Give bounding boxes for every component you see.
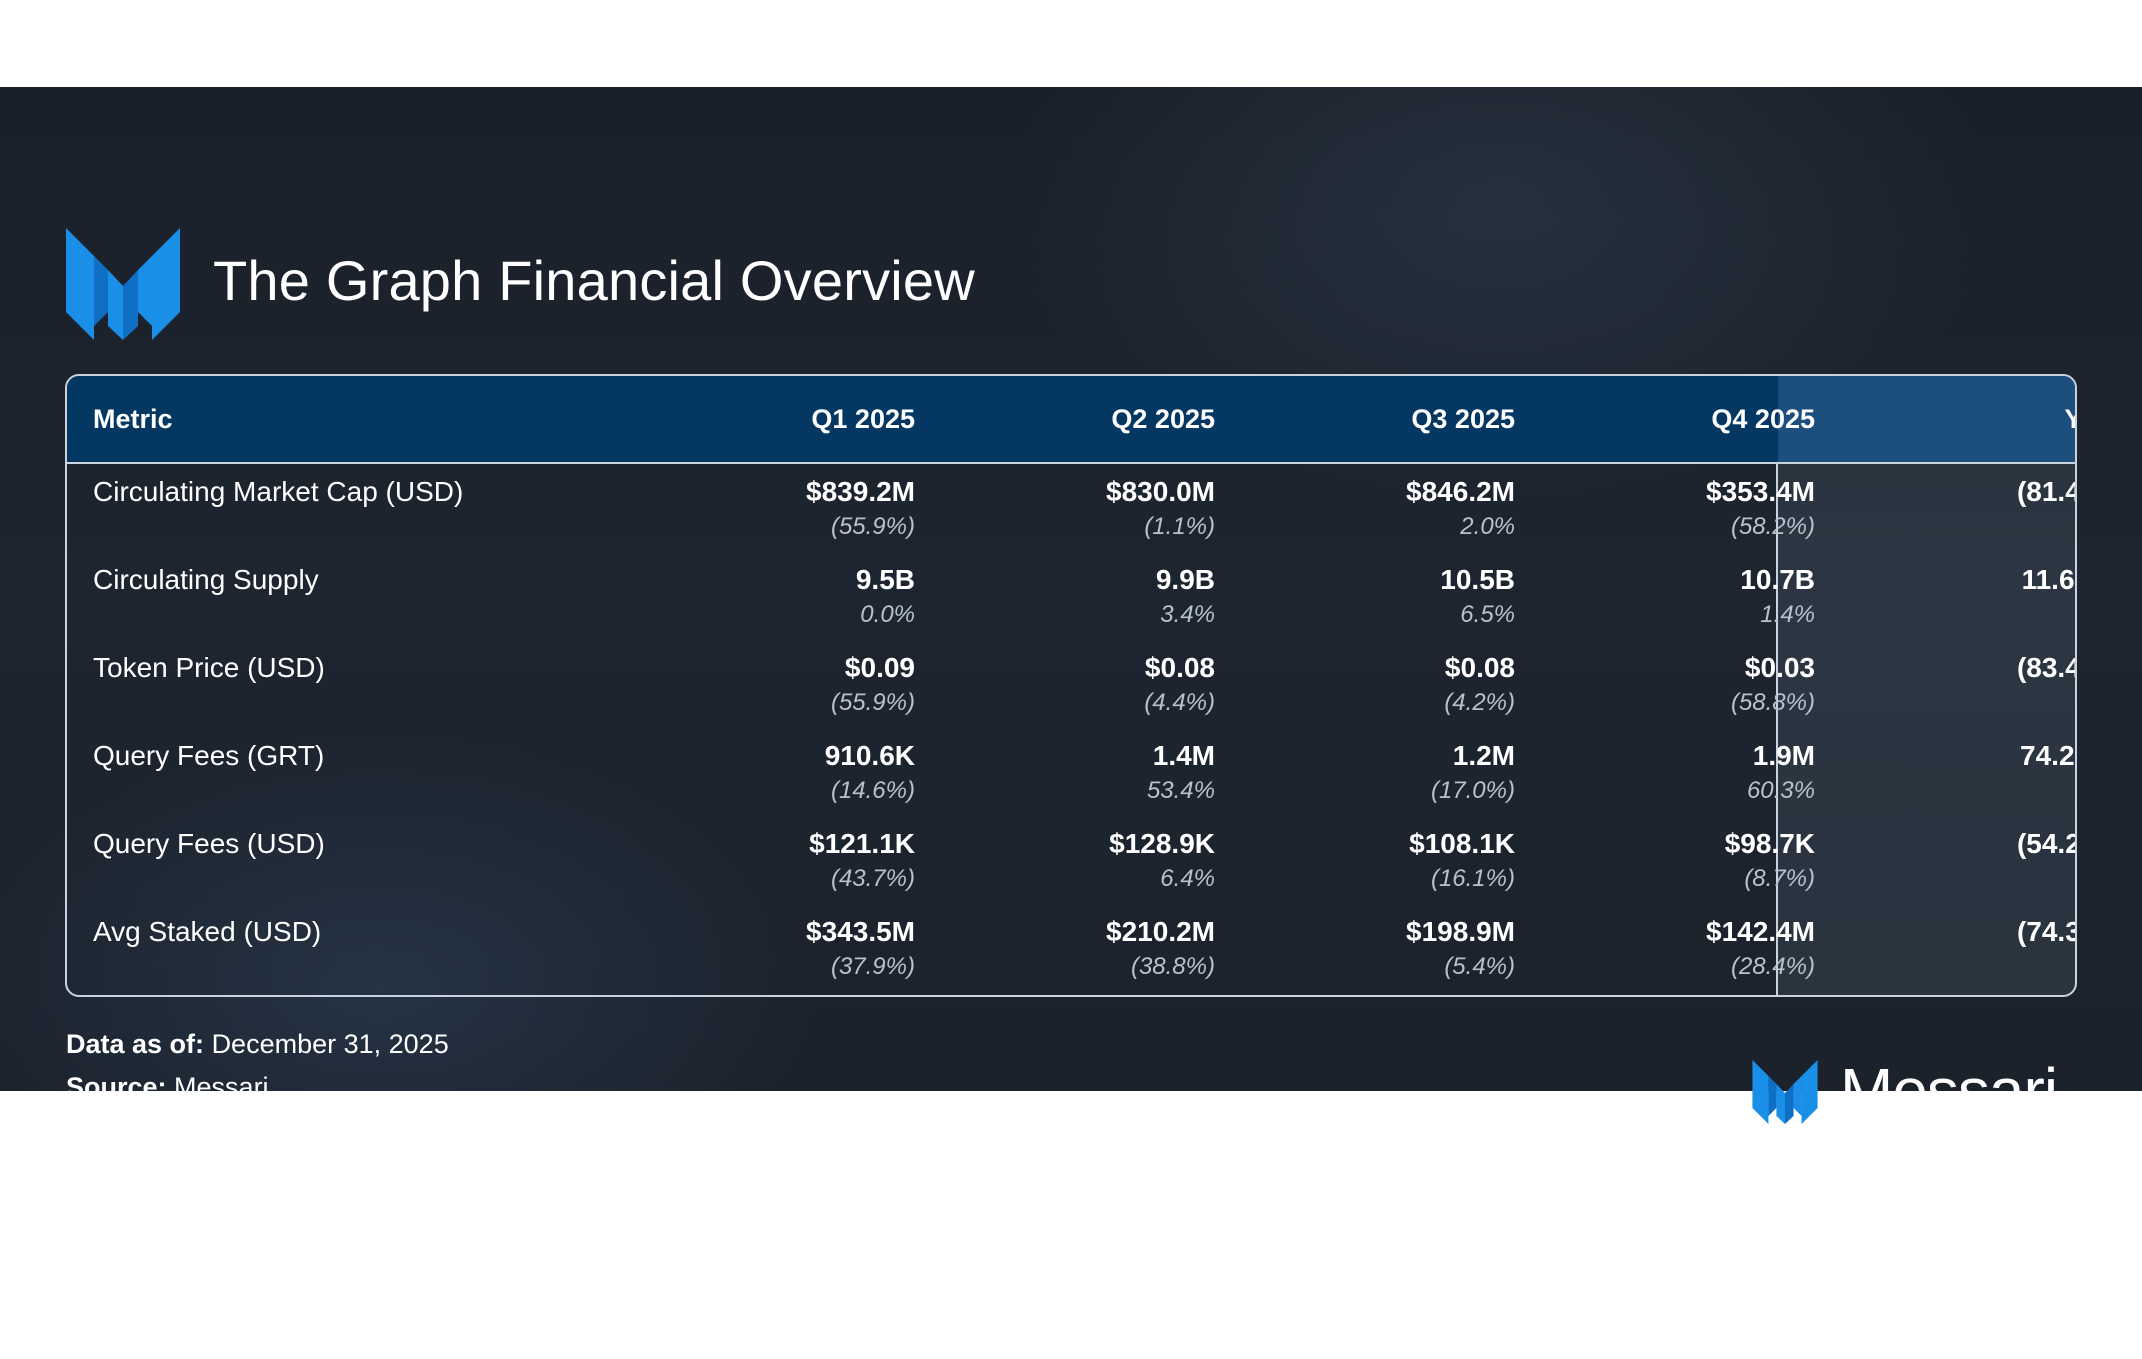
q4-value: 1.9M (1752, 740, 1815, 771)
q1-value: $343.5M (806, 916, 915, 947)
q2-change: (1.1%) (1144, 513, 1215, 540)
q1-value: 910.6K (824, 740, 915, 771)
page-title: The Graph Financial Overview (213, 249, 975, 312)
source-line: Source: Messari (66, 1066, 660, 1109)
metric-label: Circulating Market Cap (USD) (93, 476, 464, 507)
yoy-value: (54.2%) (2016, 828, 2075, 859)
q3-change: 2.0% (1460, 513, 1515, 540)
yoy-value: 11.65% (2021, 564, 2075, 595)
data-as-of-value: December 31, 2025 (211, 1029, 449, 1059)
table-row: Circulating Market Cap (USD) $839.2M (55… (67, 464, 2075, 552)
table-header: Metric Q1 2025 Q2 2025 Q3 2025 Q4 2025 Y… (67, 376, 2075, 464)
metric-label: Query Fees (USD) (93, 828, 325, 859)
metric-label: Token Price (USD) (93, 652, 325, 683)
column-header-q4: Q4 2025 (1711, 404, 1815, 434)
q3-value: $108.1K (1409, 828, 1515, 859)
q1-change: 0.0% (860, 601, 915, 628)
metric-label: Avg Staked (USD) (93, 916, 322, 947)
source-label: Source: (66, 1072, 167, 1102)
column-header-q3: Q3 2025 (1411, 404, 1515, 434)
column-header-q1: Q1 2025 (811, 404, 915, 434)
q4-change: (8.7%) (1744, 865, 1815, 892)
q2-value: $210.2M (1106, 916, 1215, 947)
q2-change: 3.4% (1160, 601, 1215, 628)
metric-label: Circulating Supply (93, 564, 319, 595)
q2-value: $830.0M (1106, 476, 1215, 507)
table-row: Circulating Supply 9.5B 0.0% 9.9B 3.4% 1… (67, 552, 2075, 640)
q4-value: $98.7K (1724, 828, 1815, 859)
yoy-header-cell (1778, 376, 2075, 462)
q3-change: 6.5% (1460, 601, 1515, 628)
note-line: Note: Percentages in italics reflect QoQ… (66, 1109, 660, 1152)
q3-value: 10.5B (1440, 564, 1515, 595)
yoy-value: 74.22% (2020, 740, 2075, 771)
q1-value: $0.09 (844, 652, 915, 683)
note-value: Percentages in italics reflect QoQ chang… (142, 1115, 661, 1145)
yoy-column-background (1777, 376, 2075, 995)
q3-value: $846.2M (1406, 476, 1515, 507)
q1-change: (37.9%) (830, 953, 915, 980)
q4-change: 60.3% (1746, 777, 1815, 804)
q2-value: 1.4M (1152, 740, 1215, 771)
q4-value: $142.4M (1706, 916, 1815, 947)
q3-change: (5.4%) (1444, 953, 1515, 980)
footer-notes: Data as of: December 31, 2025 Source: Me… (66, 1023, 660, 1152)
table-row: Query Fees (GRT) 910.6K (14.6%) 1.4M 53.… (67, 728, 2075, 816)
q3-change: (17.0%) (1430, 777, 1515, 804)
column-header-q2: Q2 2025 (1111, 404, 1215, 434)
table-row: Avg Staked (USD) $343.5M (37.9%) $210.2M… (67, 904, 2075, 992)
data-as-of-line: Data as of: December 31, 2025 (66, 1023, 660, 1066)
q1-value: $121.1K (809, 828, 915, 859)
q3-value: $0.08 (1444, 652, 1515, 683)
q3-change: (16.1%) (1430, 865, 1515, 892)
q4-value: $353.4M (1706, 476, 1815, 507)
yoy-value: (74.3%) (2016, 916, 2075, 947)
q4-value: 10.7B (1740, 564, 1815, 595)
q2-change: (38.8%) (1130, 953, 1215, 980)
yoy-divider (1776, 376, 1778, 995)
q2-change: 6.4% (1160, 865, 1215, 892)
q4-change: (58.8%) (1730, 689, 1815, 716)
q2-value: $128.9K (1109, 828, 1215, 859)
yoy-value: (83.4%) (2016, 652, 2075, 683)
q4-change: (28.4%) (1730, 953, 1815, 980)
q1-value: 9.5B (855, 564, 915, 595)
q1-change: (14.6%) (830, 777, 915, 804)
column-header-yoy: YoY (1827, 376, 2075, 462)
table-row: Token Price (USD) $0.09 (55.9%) $0.08 (4… (67, 640, 2075, 728)
q1-change: (43.7%) (830, 865, 915, 892)
overview-panel: The Graph Financial Overview Metric Q1 2… (0, 87, 2142, 1145)
q1-value: $839.2M (806, 476, 915, 507)
messari-logo-icon (66, 228, 180, 340)
q1-change: (55.9%) (830, 689, 915, 716)
q3-value: $198.9M (1406, 916, 1515, 947)
q3-change: (4.2%) (1444, 689, 1515, 716)
column-header-metric: Metric (93, 404, 173, 434)
yoy-value: (81.4%) (2016, 476, 2075, 507)
q2-change: 53.4% (1146, 777, 1215, 804)
metric-label: Query Fees (GRT) (93, 740, 325, 771)
table-row: Query Fees (USD) $121.1K (43.7%) $128.9K… (67, 816, 2075, 904)
source-value: Messari (174, 1072, 269, 1102)
brand-wordmark: Messari (1840, 1055, 2058, 1127)
financial-table: Metric Q1 2025 Q2 2025 Q3 2025 Q4 2025 Y… (65, 374, 2077, 997)
q2-value: $0.08 (1144, 652, 1215, 683)
q1-change: (55.9%) (830, 513, 915, 540)
note-label: Note: (66, 1115, 135, 1145)
q3-value: 1.2M (1452, 740, 1515, 771)
q4-change: 1.4% (1760, 601, 1815, 628)
messari-brand-icon (1752, 1060, 1818, 1124)
data-as-of-label: Data as of: (66, 1029, 205, 1059)
q2-change: (4.4%) (1144, 689, 1215, 716)
q4-change: (58.2%) (1730, 513, 1815, 540)
q2-value: 9.9B (1155, 564, 1215, 595)
q4-value: $0.03 (1744, 652, 1815, 683)
